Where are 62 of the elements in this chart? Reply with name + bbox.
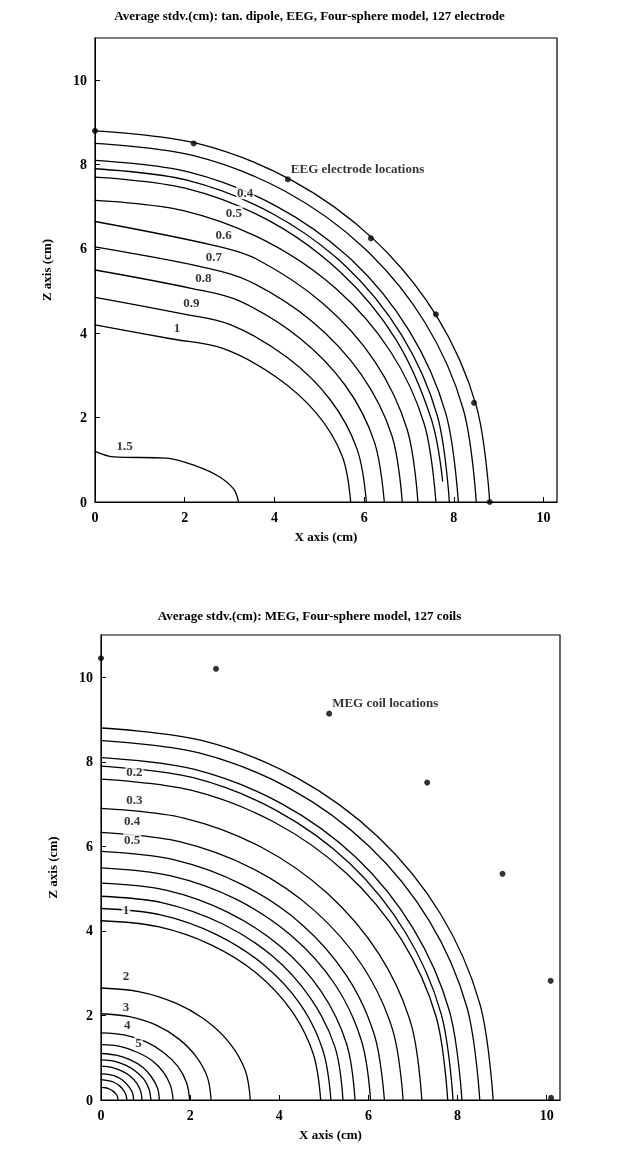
y-tick-label: 0 (80, 494, 87, 510)
point (471, 399, 478, 406)
annotation: 0.5 (124, 832, 141, 848)
y-tick-label: 6 (86, 838, 93, 854)
annotation: 5 (135, 1035, 143, 1050)
annotation: 0.6 (215, 226, 233, 242)
point (212, 665, 219, 672)
y-tick-label: 8 (80, 157, 87, 173)
annotation: 0.4 (237, 185, 254, 201)
annotation: 4 (124, 1016, 132, 1032)
point (424, 779, 431, 786)
annotation: 3 (122, 998, 130, 1014)
y-tick-label: 8 (86, 754, 93, 770)
y-tick-label: 2 (80, 410, 87, 426)
x-axis-title: X axis (cm) (294, 529, 358, 544)
x-tick-label: 4 (275, 1107, 283, 1123)
annotation: 0.5 (225, 205, 243, 221)
annotation: 1 (173, 320, 181, 336)
y-tick-label: 6 (80, 241, 87, 257)
x-tick-label: 10 (539, 1107, 554, 1123)
y-tick-label: 10 (79, 669, 93, 685)
x-tick-label: 8 (450, 509, 458, 525)
y-tick-label: 4 (80, 325, 87, 341)
point (486, 499, 493, 505)
y-axis-title: Z axis (cm) (45, 836, 60, 899)
x-axis-title: X axis (cm) (299, 1127, 362, 1142)
point (499, 870, 506, 877)
y-tick-label: 0 (86, 1092, 93, 1108)
annotation: 0.2 (126, 763, 143, 779)
x-tick-label: 6 (360, 509, 368, 525)
point (190, 140, 197, 147)
point (284, 176, 291, 183)
annotation: EEG electrode locations (290, 160, 425, 176)
chart-title: Average stdv.(cm): tan. dipole, EEG, Four-sphere model, 127 electrode (114, 8, 505, 23)
y-tick-label: 10 (73, 72, 87, 88)
x-tick-label: 2 (181, 509, 189, 525)
annotation: 2 (122, 968, 130, 984)
x-tick-label: 0 (97, 1107, 105, 1123)
annotation: 0.9 (183, 294, 200, 310)
x-tick-label: 2 (186, 1107, 194, 1123)
annotation: MEG coil locations (332, 695, 439, 711)
y-axis-title: Z axis (cm) (39, 238, 54, 302)
x-tick-label: 8 (454, 1107, 461, 1123)
annotation: 0.3 (126, 791, 144, 807)
point (326, 710, 333, 717)
x-tick-label: 10 (536, 509, 551, 525)
annotation: 0.8 (195, 270, 213, 286)
point (92, 127, 98, 134)
annotation: 1.5 (116, 438, 134, 454)
point (548, 1094, 555, 1101)
annotation: 0.4 (124, 813, 141, 829)
point (98, 655, 104, 662)
annotation: 1 (122, 902, 130, 918)
chart-title: Average stdv.(cm): MEG, Four-sphere model, 127 coils (157, 608, 462, 623)
x-tick-label: 4 (270, 509, 278, 525)
point (432, 311, 439, 318)
annotation: 0.7 (205, 248, 223, 264)
y-tick-label: 4 (86, 923, 93, 939)
point (547, 977, 554, 984)
x-tick-label: 6 (364, 1107, 372, 1123)
point (367, 235, 374, 242)
y-tick-label: 2 (86, 1007, 93, 1023)
